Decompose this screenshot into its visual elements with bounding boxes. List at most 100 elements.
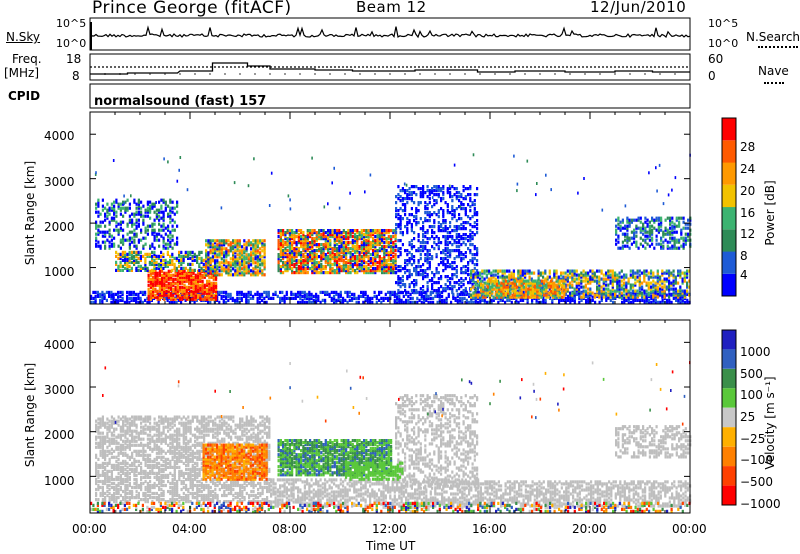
power-pixel-strong (165, 293, 168, 297)
power-pixel (220, 273, 223, 277)
power-pixel (284, 261, 287, 265)
power-pixel (137, 252, 140, 256)
power-pixel (297, 271, 300, 275)
power-pixel (137, 206, 140, 210)
power-pixel (245, 253, 248, 257)
power-pixel-near (387, 296, 390, 300)
power-pixel (410, 245, 413, 249)
power-pixel-near (126, 294, 129, 298)
power-pixel (464, 197, 467, 201)
power-pixel (327, 257, 330, 261)
power-pixel-near (94, 290, 97, 294)
power-pixel (293, 239, 296, 243)
power-pixel-strong (520, 285, 523, 289)
power-pixel (686, 285, 689, 289)
power-pixel (243, 267, 246, 271)
power-pixel-near (265, 292, 268, 296)
power-pixel (433, 225, 436, 229)
power-pixel (458, 279, 461, 283)
power-pixel (451, 185, 454, 189)
power-pixel (342, 241, 345, 245)
power-pixel (160, 228, 163, 232)
power-pixel (573, 287, 576, 291)
power-pixel (433, 185, 436, 189)
power-pixel (225, 265, 228, 269)
power-pixel (406, 193, 409, 197)
power-pixel (297, 241, 300, 245)
power-pixel (524, 275, 527, 279)
power-pixel-near (310, 292, 313, 296)
power-pixel-near (436, 300, 439, 304)
power-pixel (333, 259, 336, 263)
power-pixel (104, 246, 107, 250)
power-pixel (95, 222, 98, 226)
power-pixel-strong (545, 279, 548, 283)
power-pixel (238, 263, 241, 267)
power-pixel (426, 273, 429, 277)
power-pixel-near (144, 298, 147, 302)
power-pixel (293, 249, 296, 253)
power-pixel (347, 261, 350, 265)
power-pixel (618, 289, 621, 293)
power-pixel (151, 268, 154, 272)
power-pixel (324, 243, 327, 247)
power-pixel (277, 243, 280, 247)
power-pixel (277, 255, 280, 259)
power-pixel (309, 245, 312, 249)
power-pixel (119, 212, 122, 216)
power-pixel (578, 277, 581, 281)
power-pixel (674, 295, 677, 299)
power-pixel-strong (199, 283, 202, 287)
power-pixel-near (366, 300, 369, 304)
power-pixel (207, 243, 210, 247)
power-pixel (406, 269, 409, 273)
power-pixel (469, 217, 472, 221)
power-pixel (378, 259, 381, 263)
power-pixel-near (279, 300, 282, 304)
power-pixel (243, 273, 246, 277)
power-pixel (243, 261, 246, 265)
power-pixel (309, 253, 312, 257)
power-pixel (376, 241, 379, 245)
power-pixel (284, 255, 287, 259)
power-pixel (392, 255, 395, 259)
power-pixel (455, 245, 458, 249)
power-pixel (437, 289, 440, 293)
power-pixel (397, 249, 400, 253)
power-pixel (175, 266, 178, 270)
power-pixel-near (420, 290, 423, 294)
power-pixel (479, 293, 482, 297)
power-pixel-near (240, 292, 243, 296)
power-pixel-strong (154, 281, 157, 285)
power-pixel (358, 231, 361, 235)
power-pixel (471, 225, 474, 229)
power-pixel (587, 277, 590, 281)
power-pixel-strong (208, 275, 211, 279)
power-pixel (645, 269, 648, 273)
power-pixel (329, 231, 332, 235)
power-pixel-near (333, 296, 336, 300)
power-pixel (160, 250, 163, 254)
power-pixel (209, 261, 212, 265)
power-pixel (333, 243, 336, 247)
power-pixel (417, 273, 420, 277)
power-pixel (122, 214, 125, 218)
power-pixel (555, 289, 558, 293)
power-pixel (171, 260, 174, 264)
power-pixel (187, 268, 190, 272)
power-pixel (300, 271, 303, 275)
power-pixel (566, 275, 569, 279)
power-pixel (641, 295, 644, 299)
power-pixel (243, 263, 246, 267)
power-pixel-near (405, 290, 408, 294)
power-pixel (573, 289, 576, 293)
power-pixel-strong (158, 289, 161, 293)
power-pixel (169, 254, 172, 258)
power-pixel-near (483, 300, 486, 304)
power-pixel (282, 231, 285, 235)
power-pixel-near (99, 292, 102, 296)
power-pixel-strong (511, 295, 514, 299)
power-pixel (220, 247, 223, 251)
power-pixel (641, 291, 644, 295)
power-pixel-strong (158, 279, 161, 283)
